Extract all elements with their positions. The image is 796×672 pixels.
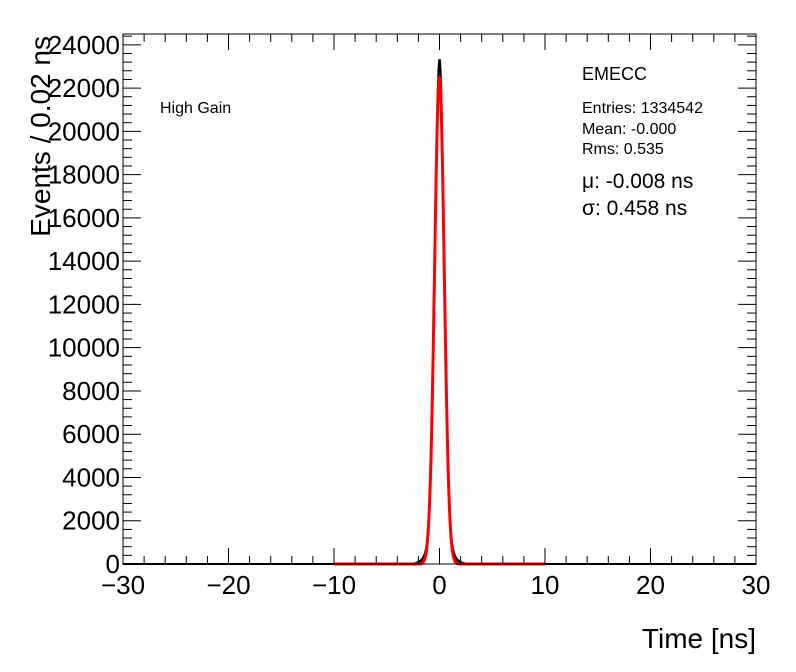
x-tick-label: −30 (101, 570, 145, 600)
x-tick-label: −10 (312, 570, 356, 600)
stats-entries: Entries: 1334542 (582, 100, 703, 117)
y-tick-label: 16000 (48, 203, 120, 233)
y-tick-label: 18000 (48, 160, 120, 190)
x-axis-title: Time [ns] (642, 623, 756, 654)
x-tick-label: 10 (531, 570, 560, 600)
y-tick-label: 6000 (62, 419, 120, 449)
axis-tick-labels: −30 −20 −10 0 10 20 30 0 2000 4000 6000 8000 10000 12… (48, 30, 771, 600)
fit-sigma: σ: 0.458 ns (582, 197, 687, 220)
x-tick-label: 30 (742, 570, 771, 600)
y-tick-label: 10000 (48, 333, 120, 363)
y-tick-label: 22000 (48, 73, 120, 103)
x-tick-label: 0 (432, 570, 446, 600)
high-gain-label: High Gain (160, 100, 231, 117)
stats-mean: Mean: -0.000 (582, 121, 676, 138)
stats-rms: Rms: 0.535 (582, 141, 664, 158)
x-tick-label: −20 (206, 570, 250, 600)
y-tick-label: 2000 (62, 506, 120, 536)
fit-mu: μ: -0.008 ns (582, 170, 693, 193)
axis-ticks (122, 34, 757, 565)
stats-title: EMECC (582, 64, 647, 84)
y-axis-title: Events / 0.02 ns (25, 36, 56, 237)
y-tick-label: 8000 (62, 376, 120, 406)
x-tick-label: 20 (636, 570, 665, 600)
fit-curve (334, 75, 545, 566)
y-tick-label: 24000 (48, 30, 120, 60)
y-tick-label: 0 (106, 549, 120, 579)
y-tick-label: 20000 (48, 116, 120, 146)
gaussian-fit-series (334, 75, 545, 566)
y-tick-label: 4000 (62, 462, 120, 492)
y-tick-label: 12000 (48, 289, 120, 319)
y-tick-label: 14000 (48, 246, 120, 276)
